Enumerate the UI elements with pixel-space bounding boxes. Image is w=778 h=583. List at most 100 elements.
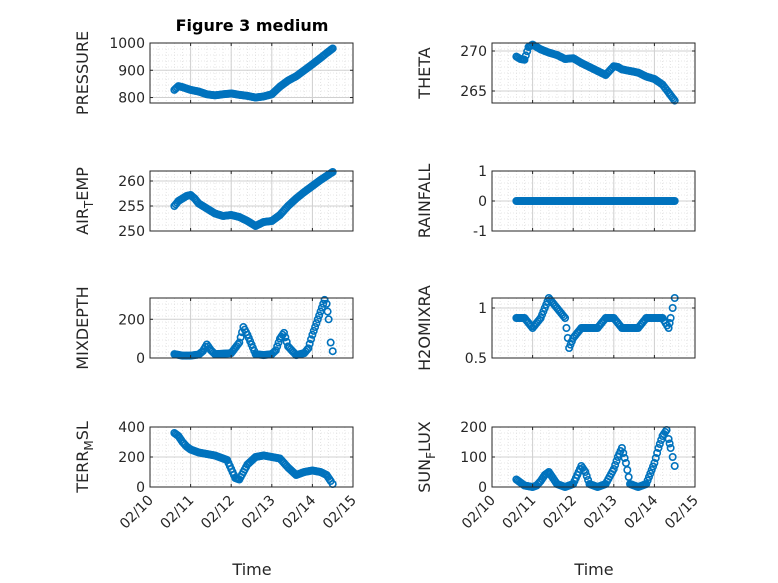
y-tick-label: 200 (460, 420, 487, 436)
subplot-1: 800 900 1000 PRESSURE (73, 31, 354, 115)
y-axis-label: MIXDEPTH (73, 286, 92, 369)
data-point (281, 333, 290, 342)
y-tick-label: 255 (118, 199, 145, 215)
y-axis-label: TERRMSL (73, 421, 96, 494)
data-point (235, 338, 244, 347)
data-point (273, 342, 282, 351)
data-point (312, 319, 321, 328)
data-point (313, 315, 322, 324)
subplot-5: 0 200 MIXDEPTH (73, 286, 354, 370)
x-tick-label: 02/15 (662, 493, 702, 533)
figure-title: Figure 3 medium (176, 16, 329, 35)
data-point (619, 448, 628, 457)
y-axis-label: SUNFLUX (415, 421, 438, 493)
axes-box (149, 42, 354, 104)
y-tick-label: 0 (136, 351, 145, 367)
y-tick-label: 0 (478, 194, 487, 210)
x-tick-label: 02/13 (581, 493, 621, 533)
data-point (612, 456, 621, 465)
data-point (328, 44, 337, 53)
y-tick-label: 250 (118, 224, 145, 240)
data-point (654, 443, 663, 452)
y-tick-label: 200 (118, 450, 145, 466)
y-tick-label: 0.5 (465, 351, 487, 367)
data-point (665, 318, 674, 327)
subplot-8: 0 100 200 SUNFLUX 02/10 02/11 02/12 02/13 02/14 0… (415, 420, 702, 532)
subplot-6: 0.5 1 H2OMIXRA (415, 285, 696, 371)
data-point (317, 303, 326, 312)
data-point (620, 453, 629, 462)
data-series (170, 295, 337, 360)
data-point (668, 452, 677, 461)
y-tick-label: -1 (473, 224, 487, 240)
data-point (582, 471, 591, 480)
axes-box (491, 297, 696, 359)
y-tick-label: 900 (118, 63, 145, 79)
data-point (559, 312, 568, 321)
data-point (323, 307, 332, 316)
data-series (170, 168, 337, 231)
y-tick-label: 800 (118, 91, 145, 107)
y-tick-label: 400 (118, 420, 145, 436)
y-axis-label: AIRTEMP (73, 167, 96, 235)
y-tick-label: 1 (478, 301, 487, 317)
data-series (512, 197, 679, 206)
data-point (562, 323, 571, 332)
data-point (670, 96, 679, 105)
data-point (320, 295, 329, 304)
data-point (670, 197, 679, 206)
data-point (527, 322, 536, 331)
data-point (236, 333, 245, 342)
data-point (581, 467, 590, 476)
x-tick-label: 02/12 (198, 493, 238, 533)
data-point (326, 338, 335, 347)
data-point (319, 299, 328, 308)
x-axis-label-left: Time (231, 560, 271, 579)
y-tick-label: 200 (118, 312, 145, 328)
x-tick-label: 02/10 (459, 493, 499, 533)
y-tick-label: 1000 (109, 36, 145, 52)
data-point (561, 313, 570, 322)
data-point (655, 439, 664, 448)
data-point (307, 335, 316, 344)
y-tick-label: 0 (136, 480, 145, 496)
data-point (611, 460, 620, 469)
data-point (271, 346, 280, 355)
data-point (305, 339, 314, 348)
data-series (170, 428, 337, 488)
data-series (170, 44, 337, 102)
data-point (521, 51, 530, 60)
y-tick-label: 260 (118, 174, 145, 190)
data-point (665, 439, 674, 448)
subplot-3: 250 255 260 AIRTEMP (73, 167, 354, 240)
subplot-7: 0 200 400 TERRMSL 02/10 02/11 02/12 02/13 02/14 0… (73, 420, 360, 532)
x-tick-label: 02/11 (500, 493, 540, 533)
y-axis-label: RAINFALL (415, 164, 434, 239)
data-point (328, 168, 337, 177)
data-point (653, 448, 662, 457)
x-tick-label: 02/15 (320, 493, 360, 533)
data-point (309, 326, 318, 335)
data-point (279, 328, 288, 337)
y-tick-label: 100 (460, 450, 487, 466)
y-tick-label: 0 (478, 480, 487, 496)
data-series (512, 40, 679, 105)
data-point (621, 458, 630, 467)
data-point (623, 465, 632, 474)
axes-box (491, 42, 696, 104)
y-axis-label: THETA (415, 47, 434, 99)
x-tick-label: 02/13 (239, 493, 279, 533)
x-tick-label: 02/14 (621, 492, 661, 532)
data-point (308, 330, 317, 339)
axes-box (149, 297, 354, 359)
data-point (664, 323, 673, 332)
x-tick-label: 02/12 (540, 493, 580, 533)
axes-box (149, 170, 354, 232)
data-point (324, 315, 333, 324)
data-point (670, 461, 679, 470)
y-tick-label: 1 (478, 164, 487, 180)
data-point (666, 443, 675, 452)
x-tick-label: 02/11 (158, 493, 198, 533)
